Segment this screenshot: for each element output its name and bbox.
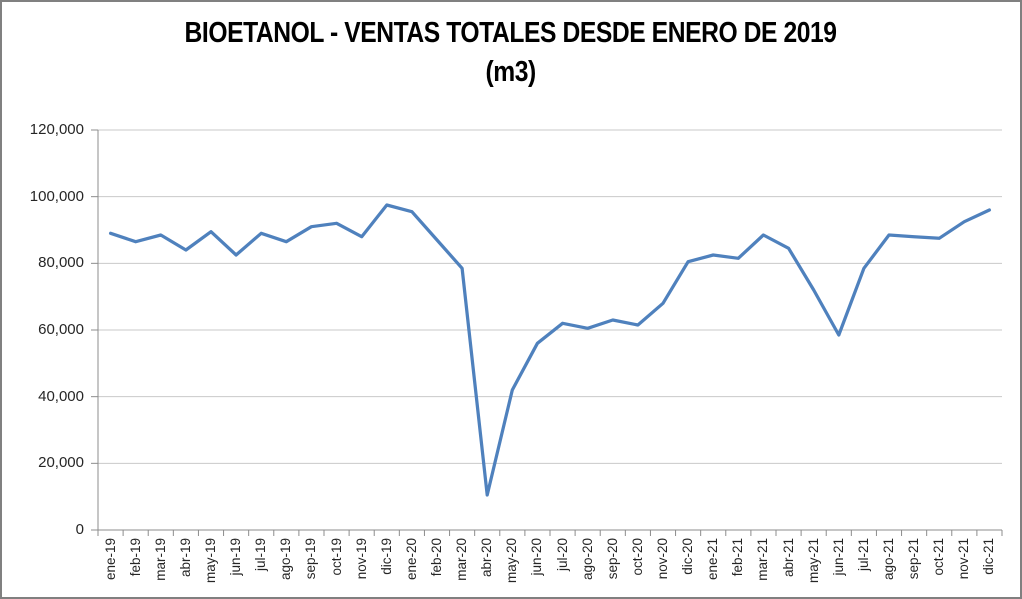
x-axis-label: abr-19 (177, 538, 193, 578)
y-axis-label: 60,000 (38, 321, 84, 338)
x-axis-label: jun-20 (529, 538, 545, 576)
x-axis-label: sep-19 (303, 538, 319, 580)
x-axis-label: nov-20 (655, 538, 670, 580)
x-axis-label: dic-21 (981, 538, 997, 575)
x-axis-label: jul-21 (855, 538, 871, 572)
x-axis-label: mar-21 (755, 538, 771, 581)
x-axis-label: ago-19 (278, 538, 294, 581)
x-axis-label: ene-21 (705, 538, 721, 581)
x-axis-label: feb-21 (730, 538, 746, 577)
x-axis-label: jun-19 (228, 538, 244, 576)
chart-title: BIOETANOL - VENTAS TOTALES DESDE ENERO D… (2, 14, 1020, 92)
chart-title-line1: BIOETANOL - VENTAS TOTALES DESDE ENERO D… (184, 17, 838, 49)
y-axis-label: 100,000 (29, 187, 84, 205)
x-axis-label: oct-21 (931, 538, 947, 576)
x-axis-label: oct-19 (328, 538, 344, 576)
x-axis-label: nov-19 (353, 538, 369, 580)
x-axis-label: sep-21 (906, 538, 922, 580)
x-axis-label: may-20 (504, 538, 520, 584)
x-axis-label: may-19 (203, 538, 218, 584)
y-axis-label: 20,000 (38, 454, 84, 472)
x-axis-label: ago-20 (579, 538, 595, 581)
x-axis-label: mar-20 (454, 538, 470, 581)
x-axis-label: dic-20 (680, 538, 696, 575)
x-axis-label: sep-20 (604, 538, 620, 580)
x-axis-label: ene-20 (403, 538, 419, 581)
chart-title-line2: (m3) (485, 56, 537, 88)
x-axis-label: abr-21 (780, 538, 796, 578)
y-axis-label: 0 (75, 521, 84, 538)
x-axis-label: dic-19 (378, 538, 394, 575)
x-axis-label: may-21 (805, 538, 821, 584)
y-axis-label: 80,000 (38, 254, 84, 272)
x-axis-label: feb-19 (127, 538, 143, 577)
x-axis-label: ago-21 (881, 538, 896, 581)
x-axis-label: nov-21 (956, 538, 972, 580)
x-axis-label: feb-20 (429, 538, 444, 577)
x-axis-label: ene-19 (102, 538, 118, 581)
x-axis-label: jun-21 (830, 538, 846, 576)
x-axis-label: mar-19 (152, 538, 168, 581)
y-axis-label: 120,000 (29, 121, 84, 138)
y-axis-label: 40,000 (38, 387, 84, 405)
x-axis-label: jul-19 (253, 538, 269, 572)
x-axis-label: oct-20 (629, 538, 645, 576)
x-axis-label: jul-20 (554, 538, 570, 572)
x-axis-label: abr-20 (479, 538, 495, 578)
sales-line-series[interactable] (108, 203, 992, 497)
